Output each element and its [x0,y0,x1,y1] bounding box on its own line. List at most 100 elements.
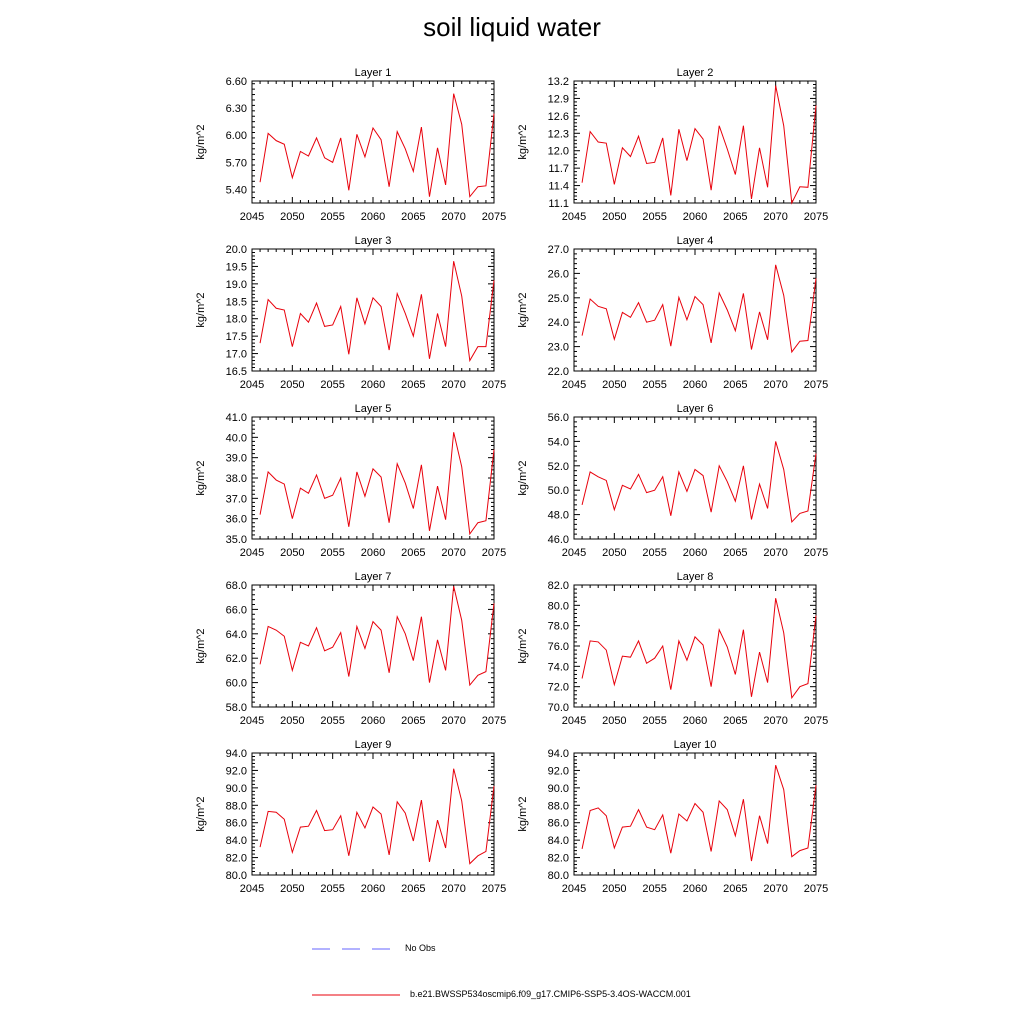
panel-10-ytick-label: 80.0 [548,870,569,882]
panel-8-ytick-label: 74.0 [548,661,569,673]
panel-1-xtick-label: 2050 [280,211,304,223]
panel-6-ytick-label: 52.0 [548,461,569,473]
panel-7-xtick-label: 2045 [240,715,264,727]
panel-6-xtick-label: 2060 [683,547,707,559]
panel-7-ytick-label: 66.0 [226,604,247,616]
panel-10-series-line [581,765,817,862]
panel-4-xtick-label: 2070 [763,379,787,391]
panel-4-frame [573,248,817,372]
panel-3-series-line [259,261,495,363]
panel-8-series-line [581,598,817,700]
panel-6-xtick-label: 2055 [642,547,666,559]
panel-3-ytick-label: 20.0 [226,244,247,256]
panel-9-ytick-label: 82.0 [226,853,247,865]
panel-8-xtick-label: 2065 [723,715,747,727]
panel-9-ytick-label: 94.0 [226,748,247,760]
panel-1-xtick-label: 2045 [240,211,264,223]
panel-3-title: Layer 3 [355,235,392,247]
panel-8-ytick-label: 76.0 [548,641,569,653]
panel-7-ytick-label: 68.0 [226,580,247,592]
panel-1-ytick-label: 5.40 [226,184,247,196]
panel-2-ytick-label: 13.2 [548,76,569,88]
panel-2-ytick-label: 12.9 [548,93,569,105]
panel-3-xtick-label: 2070 [441,379,465,391]
panel-1-ylabel: kg/m^2 [195,124,207,159]
panel-1-title: Layer 1 [355,67,392,79]
panel-5-xtick-label: 2070 [441,547,465,559]
panel-2-xtick-label: 2060 [683,211,707,223]
panel-8-ytick-label: 72.0 [548,682,569,694]
panel-7-xtick-label: 2065 [401,715,425,727]
panel-7-ytick-label: 60.0 [226,678,247,690]
panel-2-frame [573,80,817,204]
panel-8-ytick-label: 80.0 [548,600,569,612]
panel-9-ytick-label: 84.0 [226,835,247,847]
panel-6-xtick-label: 2070 [763,547,787,559]
panel-4-series-line [581,264,817,354]
panel-5-frame [251,416,495,540]
panel-3-ytick-label: 19.0 [226,279,247,291]
panel-4-xtick-label: 2055 [642,379,666,391]
panel-6-ylabel: kg/m^2 [517,460,529,495]
panel-5-xtick-label: 2050 [280,547,304,559]
panel-6-xtick-label: 2075 [804,547,828,559]
panel-3-ytick-label: 18.0 [226,314,247,326]
panel-2-xtick-label: 2065 [723,211,747,223]
panel-9-ytick-label: 80.0 [226,870,247,882]
panel-5-series-line [259,432,495,536]
panel-6-frame [573,416,817,540]
panel-1-xtick-label: 2060 [361,211,385,223]
panel-3-ylabel: kg/m^2 [195,292,207,327]
panel-4-xtick-label: 2050 [602,379,626,391]
panel-10-xtick-label: 2075 [804,883,828,895]
panel-6-ytick-label: 54.0 [548,436,569,448]
panel-1-series-line [259,93,495,198]
panel-9-xtick-label: 2070 [441,883,465,895]
panel-8-xtick-label: 2045 [562,715,586,727]
panel-4-xtick-label: 2065 [723,379,747,391]
panel-6-xtick-label: 2045 [562,547,586,559]
panel-7-series-line [259,586,495,687]
panel-4-ytick-label: 26.0 [548,268,569,280]
panel-10-ylabel: kg/m^2 [517,796,529,831]
panel-8-xtick-label: 2075 [804,715,828,727]
panel-8-xtick-label: 2055 [642,715,666,727]
panel-5-ytick-label: 41.0 [226,412,247,424]
panel-10-xtick-label: 2050 [602,883,626,895]
panel-7-xtick-label: 2060 [361,715,385,727]
panel-9-title: Layer 9 [355,739,392,751]
panel-4-ytick-label: 22.0 [548,366,569,378]
panel-6-xtick-label: 2050 [602,547,626,559]
panel-6-ytick-label: 50.0 [548,485,569,497]
panel-1-xtick-label: 2075 [482,211,506,223]
panel-5-xtick-label: 2065 [401,547,425,559]
panel-10-ytick-label: 84.0 [548,835,569,847]
panel-3-ytick-label: 18.5 [226,296,247,308]
panel-3-xtick-label: 2060 [361,379,385,391]
figure-title: soil liquid water [423,12,601,42]
panel-9-xtick-label: 2060 [361,883,385,895]
panel-5-xtick-label: 2045 [240,547,264,559]
panel-10-ytick-label: 92.0 [548,765,569,777]
panel-4-ytick-label: 23.0 [548,342,569,354]
panel-10-ytick-label: 94.0 [548,748,569,760]
panel-9-frame [251,752,495,876]
panel-2-xtick-label: 2050 [602,211,626,223]
panel-8-ylabel: kg/m^2 [517,628,529,663]
panel-5-xtick-label: 2060 [361,547,385,559]
panel-1-ytick-label: 5.70 [226,157,247,169]
panel-4-ytick-label: 27.0 [548,244,569,256]
panel-10-xtick-label: 2070 [763,883,787,895]
panel-10-title: Layer 10 [674,739,717,751]
panel-8-ytick-label: 78.0 [548,621,569,633]
panel-3-xtick-label: 2055 [320,379,344,391]
panel-6-ytick-label: 48.0 [548,510,569,522]
panel-9-ylabel: kg/m^2 [195,796,207,831]
panel-9-xtick-label: 2045 [240,883,264,895]
panel-9-xtick-label: 2065 [401,883,425,895]
panel-4-ytick-label: 24.0 [548,317,569,329]
panel-2-xtick-label: 2070 [763,211,787,223]
panel-2-ytick-label: 12.0 [548,146,569,158]
panel-1-frame [251,80,495,204]
panel-5-ytick-label: 38.0 [226,473,247,485]
